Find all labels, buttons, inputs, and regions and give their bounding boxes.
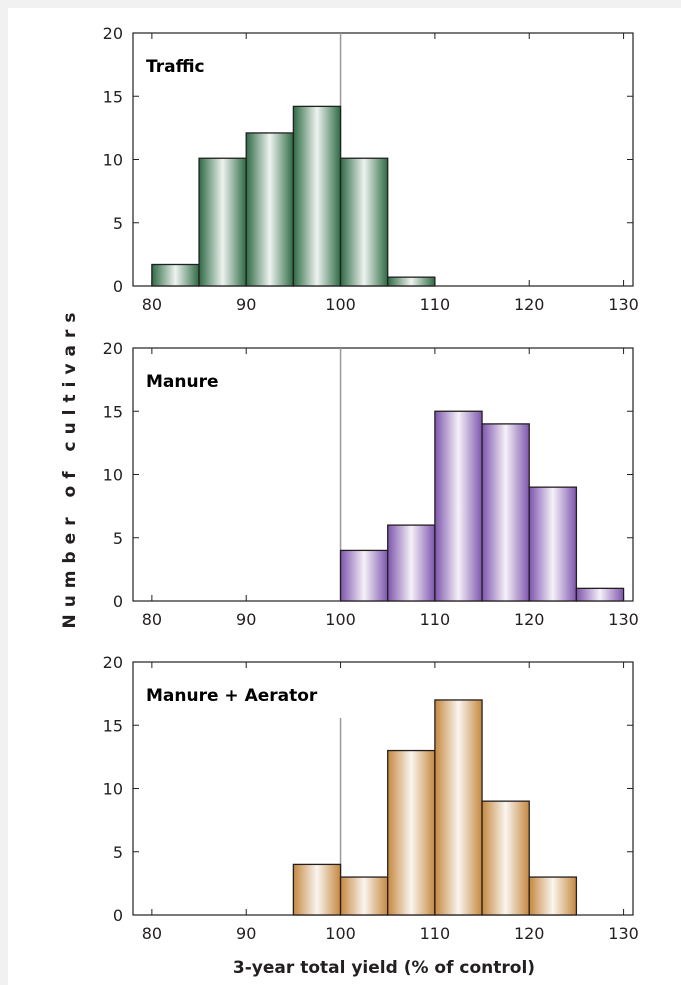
x-tick-label: 110	[420, 295, 451, 314]
x-tick-label: 80	[142, 924, 162, 943]
y-tick-label: 10	[103, 151, 123, 170]
x-tick-label: 110	[420, 610, 451, 629]
x-tick-label: 130	[608, 295, 639, 314]
histogram-bar	[292, 863, 342, 916]
y-tick-label: 0	[113, 277, 123, 296]
y-tick-label: 15	[103, 87, 123, 106]
x-tick-label: 120	[514, 924, 545, 943]
x-tick-label: 120	[514, 610, 545, 629]
histogram-bar	[481, 423, 530, 602]
y-tick-label: 10	[103, 466, 123, 485]
panel-label: Manure	[146, 372, 219, 392]
plot-frame	[132, 661, 634, 916]
panel-1: 0 5 10 15 20 80 90 100 110 120 130 Traffic	[103, 24, 639, 314]
y-tick-label: 0	[113, 906, 123, 925]
x-tick-label: 90	[236, 295, 256, 314]
x-tick-label: 130	[608, 924, 639, 943]
histogram-bar	[528, 876, 578, 916]
histogram-bar	[387, 276, 436, 287]
y-tick-label: 5	[113, 529, 123, 548]
y-tick-label: 20	[103, 339, 123, 358]
histogram-bar	[245, 132, 295, 287]
x-tick-label: 100	[325, 610, 356, 629]
histogram-bar	[481, 800, 530, 916]
x-tick-label: 80	[142, 295, 162, 314]
x-tick-label: 100	[325, 924, 356, 943]
histogram-bar	[339, 157, 389, 287]
histogram-bar	[575, 587, 625, 602]
x-tick-label: 80	[142, 610, 162, 629]
histogram-bar	[339, 549, 389, 602]
y-axis-title: Number of cultivars	[60, 305, 80, 628]
histogram-bar	[434, 410, 483, 602]
x-tick-label: 90	[236, 924, 256, 943]
panel-label: Traffic	[146, 57, 205, 77]
panel-label: Manure + Aerator	[146, 686, 318, 706]
y-tick-label: 15	[103, 402, 123, 421]
y-tick-label: 5	[113, 214, 123, 233]
histogram-bar	[387, 524, 436, 602]
histogram-bar	[528, 486, 578, 602]
y-tick-label: 15	[103, 716, 123, 735]
panel-3: 0 5 10 15 20 80 90 100 110 120 130 Manure + Aerator	[103, 653, 639, 943]
y-tick-label: 0	[113, 592, 123, 611]
x-axis-title: 3-year total yield (% of control)	[233, 958, 535, 978]
x-tick-label: 130	[608, 610, 639, 629]
panel-2: 0 5 10 15 20 80 90 100 110 120 130 Manure	[103, 339, 639, 629]
y-tick-label: 20	[103, 24, 123, 43]
y-tick-label: 5	[113, 843, 123, 862]
histogram-bar	[387, 749, 436, 916]
histogram-bar	[151, 263, 200, 287]
x-tick-label: 100	[325, 295, 356, 314]
histogram-bar	[292, 105, 342, 287]
histogram-bar	[339, 876, 389, 916]
x-tick-label: 110	[420, 924, 451, 943]
y-tick-label: 10	[103, 780, 123, 799]
histogram-bar	[434, 699, 483, 916]
y-tick-label: 20	[103, 653, 123, 672]
x-tick-label: 90	[236, 610, 256, 629]
histogram-bar	[198, 157, 247, 287]
x-tick-label: 120	[514, 295, 545, 314]
